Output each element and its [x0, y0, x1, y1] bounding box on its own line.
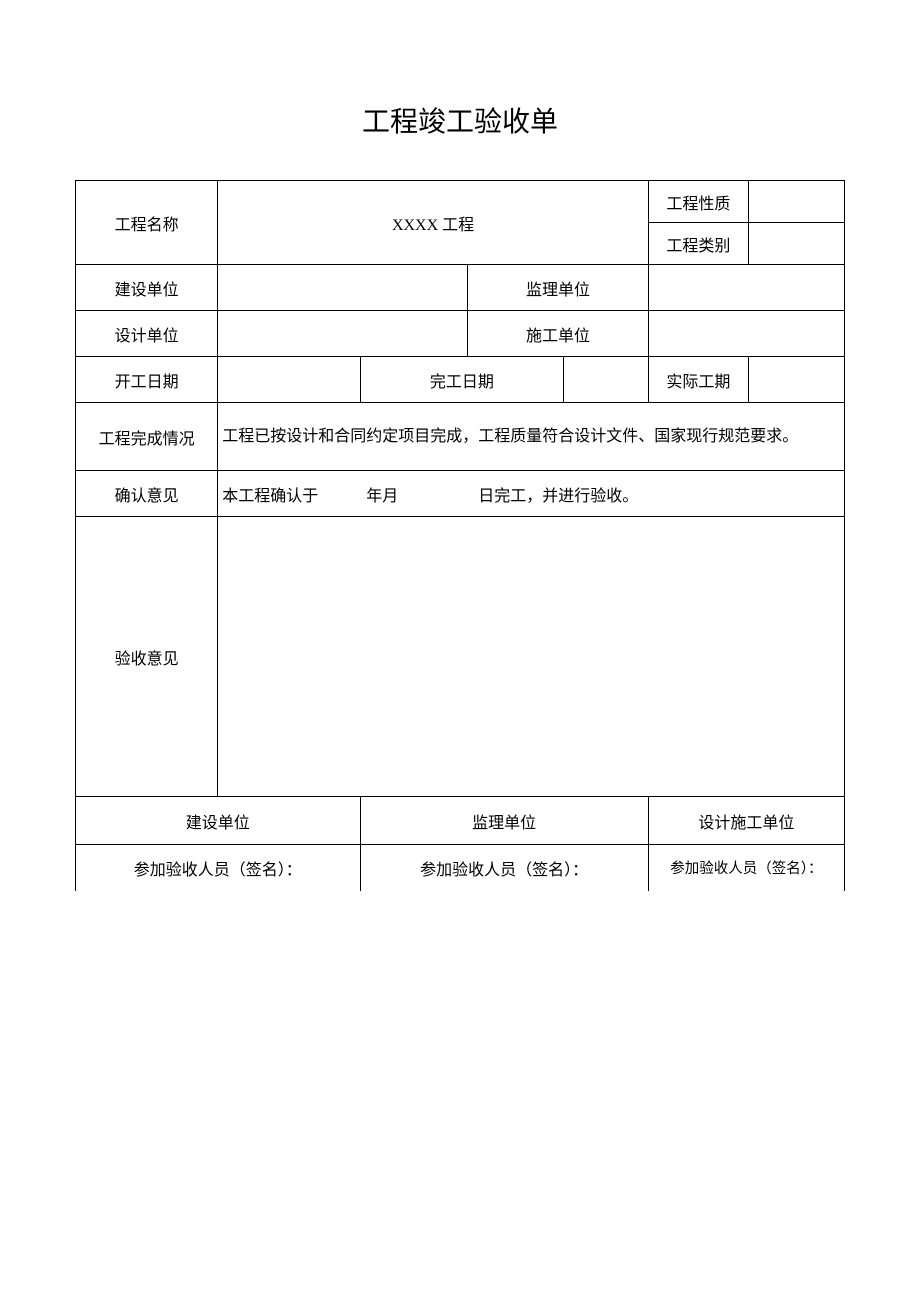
- value-construction-unit: [218, 265, 468, 311]
- sig-person-design-construction: 参加验收人员（签名）：: [648, 845, 844, 891]
- page-title: 工程竣工验收单: [75, 100, 845, 140]
- value-design-unit: [218, 311, 468, 357]
- value-start-date: [218, 357, 360, 403]
- label-contractor-unit: 施工单位: [468, 311, 649, 357]
- label-actual-duration: 实际工期: [648, 357, 748, 403]
- value-supervision-unit: [648, 265, 844, 311]
- label-confirm-opinion: 确认意见: [76, 471, 218, 517]
- label-design-unit: 设计单位: [76, 311, 218, 357]
- value-accept-opinion: [218, 517, 845, 797]
- value-completion-status: 工程已按设计和合同约定项目完成，工程质量符合设计文件、国家现行规范要求。: [218, 403, 845, 471]
- label-project-category: 工程类别: [648, 223, 748, 265]
- label-sig-construction: 建设单位: [76, 797, 361, 845]
- label-sig-design-construction: 设计施工单位: [648, 797, 844, 845]
- label-end-date: 完工日期: [360, 357, 564, 403]
- label-completion-status: 工程完成情况: [76, 403, 218, 471]
- label-construction-unit: 建设单位: [76, 265, 218, 311]
- sig-person-supervision: 参加验收人员（签名）：: [360, 845, 648, 891]
- label-project-name: 工程名称: [76, 181, 218, 265]
- value-end-date: [564, 357, 649, 403]
- sig-person-construction: 参加验收人员（签名）：: [76, 845, 361, 891]
- label-start-date: 开工日期: [76, 357, 218, 403]
- value-project-nature: [748, 181, 844, 223]
- label-accept-opinion: 验收意见: [76, 517, 218, 797]
- acceptance-form-table: 工程名称 XXXX 工程 工程性质 工程类别 建设单位 监理单位 设计单位 施工…: [75, 180, 845, 891]
- value-confirm-opinion: 本工程确认于 年月 日完工，并进行验收。: [218, 471, 845, 517]
- label-supervision-unit: 监理单位: [468, 265, 649, 311]
- value-project-name: XXXX 工程: [218, 181, 649, 265]
- label-sig-supervision: 监理单位: [360, 797, 648, 845]
- label-project-nature: 工程性质: [648, 181, 748, 223]
- value-actual-duration: [748, 357, 844, 403]
- value-contractor-unit: [648, 311, 844, 357]
- value-project-category: [748, 223, 844, 265]
